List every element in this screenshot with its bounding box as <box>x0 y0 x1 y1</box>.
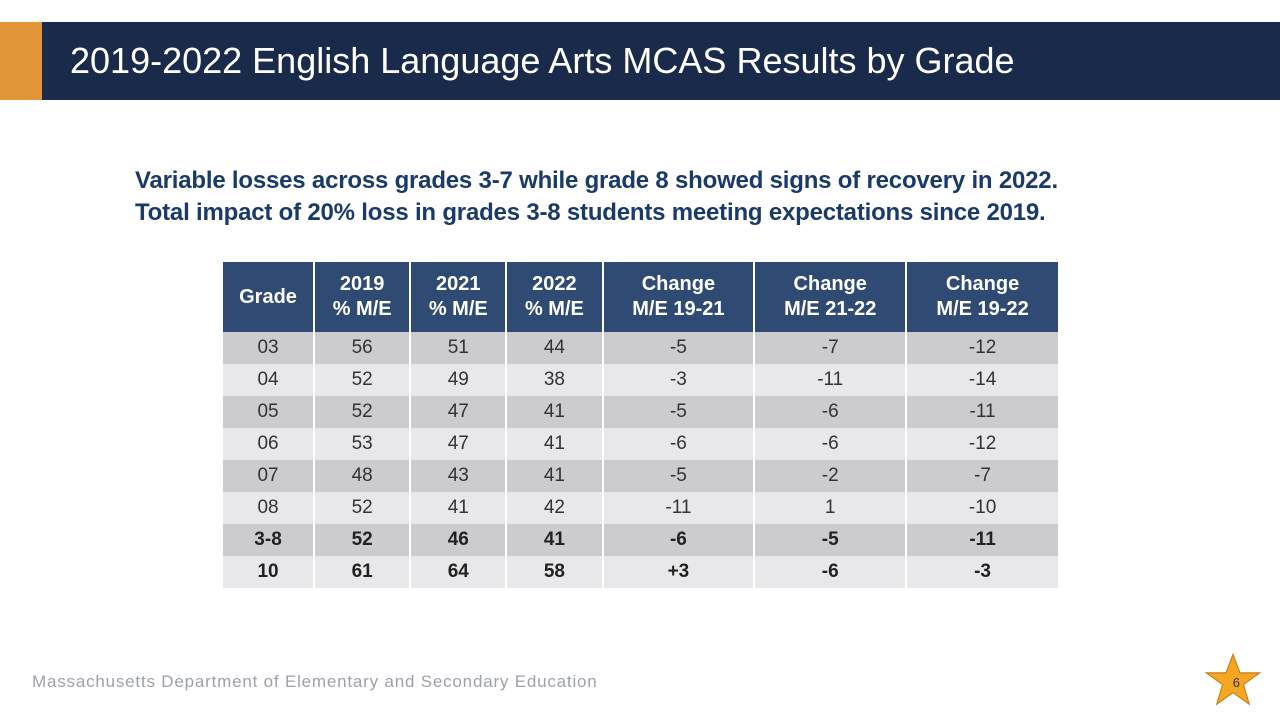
table-cell: -6 <box>754 556 906 588</box>
table-cell: 52 <box>314 364 410 396</box>
table-cell: 41 <box>506 428 602 460</box>
summary-text: Variable losses across grades 3-7 while … <box>135 165 1145 230</box>
table-cell: -5 <box>754 524 906 556</box>
table-cell: 41 <box>506 524 602 556</box>
table-row: 07484341-5-2-7 <box>223 460 1058 492</box>
footer-org: Massachusetts Department of Elementary a… <box>32 672 598 692</box>
table-header-cell: Change M/E 21-22 <box>754 262 906 332</box>
header-cell-line1: 2022 <box>532 273 577 295</box>
table-cell: 48 <box>314 460 410 492</box>
table-row: 3-8524641-6-5-11 <box>223 524 1058 556</box>
title-accent-block <box>0 22 42 100</box>
table-cell: +3 <box>603 556 755 588</box>
table-cell: 43 <box>410 460 506 492</box>
table-cell: 52 <box>314 396 410 428</box>
table-cell: 06 <box>223 428 314 460</box>
table-cell: -5 <box>603 332 755 364</box>
header-cell-line2: M/E 19-22 <box>936 298 1028 320</box>
table-cell: -11 <box>906 524 1058 556</box>
header-cell-line1: 2021 <box>436 273 481 295</box>
summary-line-1: Variable losses across grades 3-7 while … <box>135 167 1058 194</box>
table-cell: 44 <box>506 332 602 364</box>
header-cell-line2: M/E 19-21 <box>632 298 724 320</box>
header-cell-line1: 2019 <box>340 273 385 295</box>
table-row: 10616458+3-6-3 <box>223 556 1058 588</box>
table-row: 05524741-5-6-11 <box>223 396 1058 428</box>
table-cell: 51 <box>410 332 506 364</box>
table-cell: 1 <box>754 492 906 524</box>
table-cell: 03 <box>223 332 314 364</box>
page-number: 6 <box>1233 675 1240 690</box>
table-cell: 56 <box>314 332 410 364</box>
table-cell: -12 <box>906 428 1058 460</box>
table-header-cell: 2021 % M/E <box>410 262 506 332</box>
table-cell: -11 <box>906 396 1058 428</box>
header-cell-line2: M/E 21-22 <box>784 298 876 320</box>
table-cell: -6 <box>754 428 906 460</box>
header-cell-line2: % M/E <box>525 298 584 320</box>
table-header-cell: 2022 % M/E <box>506 262 602 332</box>
table-cell: 07 <box>223 460 314 492</box>
table-cell: 41 <box>506 460 602 492</box>
table-cell: -5 <box>603 460 755 492</box>
table-cell: 3-8 <box>223 524 314 556</box>
table-cell: -11 <box>754 364 906 396</box>
header-cell-line2: % M/E <box>333 298 392 320</box>
table-row: 06534741-6-6-12 <box>223 428 1058 460</box>
table-cell: 53 <box>314 428 410 460</box>
table-header-cell: 2019 % M/E <box>314 262 410 332</box>
results-table: Grade 2019 % M/E 2021 % M/E 2022 % M/E Change M/… <box>223 262 1058 588</box>
table-cell: 41 <box>410 492 506 524</box>
table-cell: 61 <box>314 556 410 588</box>
table-cell: 08 <box>223 492 314 524</box>
table-cell: -7 <box>754 332 906 364</box>
table-header-cell: Grade <box>223 262 314 332</box>
header-cell-line1: Change <box>794 273 867 295</box>
table-cell: 52 <box>314 492 410 524</box>
table-cell: 38 <box>506 364 602 396</box>
table-cell: -10 <box>906 492 1058 524</box>
table-cell: 58 <box>506 556 602 588</box>
table-cell: -6 <box>603 428 755 460</box>
summary-line-2: Total impact of 20% loss in grades 3-8 s… <box>135 199 1046 226</box>
table-row: 04524938-3-11-14 <box>223 364 1058 396</box>
table-cell: -6 <box>603 524 755 556</box>
header-cell-line1: Change <box>946 273 1019 295</box>
table-cell: 64 <box>410 556 506 588</box>
table-cell: 46 <box>410 524 506 556</box>
table-cell: -12 <box>906 332 1058 364</box>
table-cell: 52 <box>314 524 410 556</box>
header-cell-line1: Change <box>642 273 715 295</box>
table-cell: 47 <box>410 396 506 428</box>
table-header: Grade 2019 % M/E 2021 % M/E 2022 % M/E Change M/… <box>223 262 1058 332</box>
title-bar: 2019-2022 English Language Arts MCAS Res… <box>0 22 1280 100</box>
table-cell: 41 <box>506 396 602 428</box>
table-header-cell: Change M/E 19-22 <box>906 262 1058 332</box>
table-header-row: Grade 2019 % M/E 2021 % M/E 2022 % M/E Change M/… <box>223 262 1058 332</box>
table-cell: -11 <box>603 492 755 524</box>
table-row: 08524142-111-10 <box>223 492 1058 524</box>
table-header-cell: Change M/E 19-21 <box>603 262 755 332</box>
table-cell: 49 <box>410 364 506 396</box>
page-title: 2019-2022 English Language Arts MCAS Res… <box>70 40 1015 82</box>
table-cell: -6 <box>754 396 906 428</box>
table-cell: -5 <box>603 396 755 428</box>
table-body: 03565144-5-7-1204524938-3-11-1405524741-… <box>223 332 1058 588</box>
table-row: 03565144-5-7-12 <box>223 332 1058 364</box>
title-band: 2019-2022 English Language Arts MCAS Res… <box>42 22 1280 100</box>
results-table-container: Grade 2019 % M/E 2021 % M/E 2022 % M/E Change M/… <box>223 262 1058 588</box>
table-cell: 04 <box>223 364 314 396</box>
table-cell: -7 <box>906 460 1058 492</box>
table-cell: -3 <box>906 556 1058 588</box>
table-cell: 10 <box>223 556 314 588</box>
header-cell-line2: % M/E <box>429 298 488 320</box>
table-cell: 47 <box>410 428 506 460</box>
table-cell: -14 <box>906 364 1058 396</box>
table-cell: 05 <box>223 396 314 428</box>
table-cell: 42 <box>506 492 602 524</box>
table-cell: -2 <box>754 460 906 492</box>
table-cell: -3 <box>603 364 755 396</box>
